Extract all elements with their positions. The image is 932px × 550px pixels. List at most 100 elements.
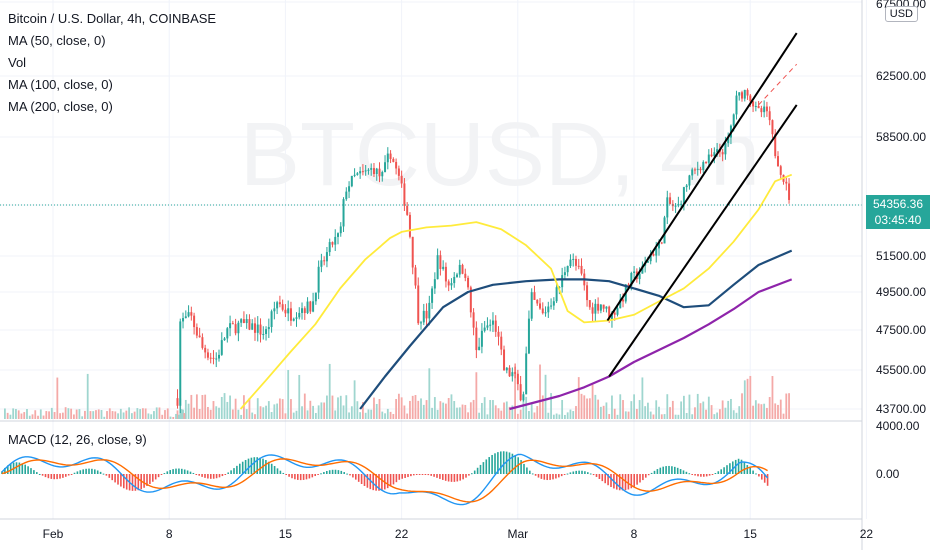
volume-bar [588, 398, 591, 419]
volume-bar [492, 400, 494, 419]
volume-bar [158, 407, 161, 419]
macd-histogram-bar [589, 473, 592, 475]
candle-body [220, 340, 223, 355]
macd-histogram-bar [143, 474, 145, 488]
volume-bar [34, 410, 37, 419]
volume-bar [652, 414, 655, 419]
volume-bar [251, 412, 254, 419]
ma50-legend[interactable]: MA (50, close, 0) [8, 33, 106, 48]
volume-bar [671, 400, 674, 419]
volume-bar [389, 411, 392, 419]
macd-histogram-bar [305, 474, 308, 480]
candle-body [450, 283, 453, 286]
volume-bar [644, 406, 647, 419]
macd-legend[interactable]: MACD (12, 26, close, 9) [8, 432, 147, 447]
volume-bar [150, 414, 153, 419]
volume-bar [594, 394, 597, 419]
macd-histogram-bar [299, 474, 302, 481]
macd-histogram-bar [99, 471, 102, 474]
macd-histogram-bar [215, 474, 218, 479]
volume-bar [564, 414, 566, 419]
candle-body [572, 258, 575, 260]
candle-body [461, 264, 464, 274]
macd-histogram-bar [763, 474, 766, 483]
volume-bar [207, 406, 209, 419]
candle-body [317, 266, 320, 293]
currency-badge[interactable]: USD [884, 6, 918, 22]
macd-histogram-bar [500, 451, 502, 474]
macd-histogram-bar [270, 463, 273, 474]
macd-histogram-bar [227, 472, 229, 474]
volume-bar [309, 400, 312, 419]
channel-line [608, 104, 798, 378]
volume-bar [503, 402, 505, 419]
macd-histogram-bar [656, 469, 659, 474]
volume-bar [547, 412, 550, 419]
time-axis[interactable]: Feb 8 15 22 Mar 8 15 22 [43, 527, 874, 541]
macd-histogram-bar [105, 474, 108, 476]
candle-body [442, 266, 445, 269]
volume-bar [727, 400, 730, 419]
vol-legend[interactable]: Vol [8, 55, 27, 70]
macd-histogram-bar [465, 474, 467, 478]
volume-bar [287, 370, 290, 419]
macd-histogram-bar [73, 472, 76, 474]
macd-histogram-bar [671, 466, 673, 474]
volume-bar [641, 377, 644, 419]
volume-bar [696, 393, 699, 419]
candle-body [486, 325, 489, 328]
price-axis[interactable]: 67500.00 62500.00 58500.00 51500.00 49500.00… [876, 0, 926, 481]
candle-body [284, 309, 287, 314]
macd-histogram-bar [186, 470, 189, 474]
volume-bar [425, 400, 428, 419]
candle-body [204, 347, 207, 353]
macd-histogram-bar [471, 473, 473, 475]
candle-body [705, 162, 708, 164]
macd-histogram-bar [201, 474, 203, 477]
ma100-legend[interactable]: MA (100, close, 0) [8, 77, 113, 92]
volume-bar [533, 412, 536, 419]
macd-histogram-bar [314, 474, 316, 477]
candle-body [248, 319, 251, 330]
candle-body [765, 106, 768, 112]
macd-histogram-bar [610, 474, 612, 487]
volume-bar [580, 393, 583, 419]
volume-bar [290, 399, 292, 419]
volume-bar [133, 411, 136, 419]
volume-bar [494, 405, 497, 419]
candle-body [301, 308, 304, 313]
volume-bar [428, 368, 431, 419]
candle-body [455, 274, 458, 277]
volume-bar [683, 395, 685, 419]
symbol-title[interactable]: Bitcoin / U.S. Dollar, 4h, COINBASE [8, 11, 217, 26]
last-price-tag: 54356.36 03:45:40 [866, 195, 930, 229]
volume-bar [215, 406, 218, 419]
macd-histogram-bar [653, 470, 656, 474]
volume-bar [597, 399, 600, 419]
volume-bar [785, 393, 788, 419]
volume-bar [89, 411, 92, 419]
volume-bar [12, 408, 15, 419]
volume-bar [375, 403, 378, 419]
candle-body [613, 312, 616, 315]
volume-bar [395, 398, 398, 419]
volume-bar [544, 374, 547, 419]
macd-histogram-bar [212, 474, 215, 479]
ma200-legend[interactable]: MA (200, close, 0) [8, 99, 113, 114]
volume-bar [370, 409, 373, 419]
macd-histogram-bar [369, 474, 372, 490]
macd-histogram-bar [317, 474, 319, 475]
candle-body [453, 276, 456, 284]
macd-histogram-bar [398, 474, 401, 480]
macd-histogram-bar [331, 469, 334, 474]
volume-bar [763, 403, 766, 419]
macd-histogram-bar [442, 474, 444, 480]
macd-histogram-bar [381, 474, 383, 491]
candle-body [229, 323, 232, 329]
volume-bar [195, 394, 198, 419]
macd-histogram-bar [111, 474, 113, 481]
macd-histogram-bar [468, 474, 470, 476]
candle-body [646, 261, 649, 263]
volume-bar [23, 412, 26, 419]
